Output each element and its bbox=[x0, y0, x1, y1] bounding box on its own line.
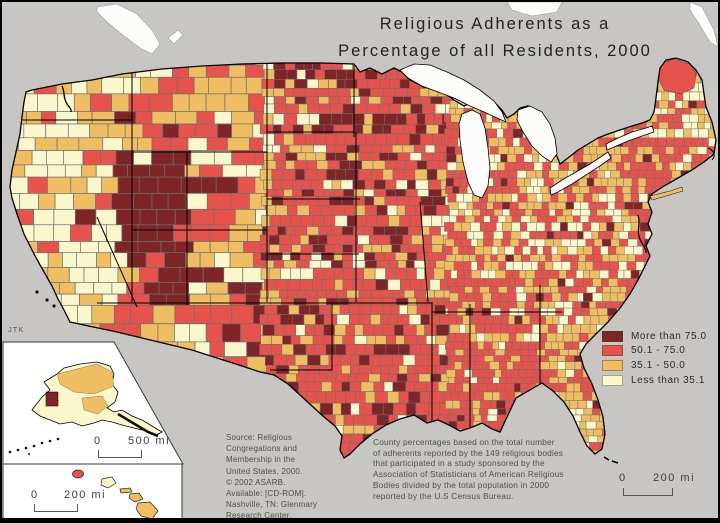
oahu bbox=[100, 476, 117, 489]
note-line: Association of Statisticians of American… bbox=[373, 469, 564, 480]
hawaii-scale-zero: 0 bbox=[31, 489, 39, 501]
maui bbox=[128, 492, 144, 503]
legend-label: 35.1 - 50.0 bbox=[631, 359, 686, 371]
alaska-inset bbox=[2, 341, 184, 465]
state-borders bbox=[10, 63, 562, 427]
note-line: © 2002 ASARB. bbox=[226, 477, 286, 487]
legend-swatch bbox=[602, 345, 623, 357]
main-scale-distance: 200 mi bbox=[653, 472, 696, 484]
note-line: Nashville, TN: Glenmary bbox=[226, 500, 318, 510]
kauai bbox=[72, 469, 84, 479]
legend-label: 50.1 - 75.0 bbox=[631, 345, 686, 357]
main-scale-bar bbox=[623, 488, 673, 496]
note-line: Congregations and bbox=[226, 444, 298, 454]
map-legend: More than 75.0 50.1 - 75.0 35.1 - 50.0 Less… bbox=[602, 329, 707, 387]
alaska-scale-bar bbox=[98, 450, 142, 458]
title-line-2: Percentage of all Residents, 2000 bbox=[338, 42, 652, 60]
puget-sound bbox=[61, 85, 72, 113]
lake-huron bbox=[516, 105, 558, 163]
chesapeake-bay bbox=[637, 214, 647, 254]
note-line: Research Center. bbox=[226, 511, 292, 521]
note-line: Membership in the bbox=[226, 455, 296, 465]
lake-ontario bbox=[605, 125, 655, 151]
note-line: that participated in a study sponsored b… bbox=[373, 458, 545, 469]
maine-north-county bbox=[656, 58, 697, 95]
note-line: of adherents reported by the 149 religio… bbox=[373, 447, 564, 458]
alaska-panhandle bbox=[117, 412, 159, 438]
florida-keys bbox=[603, 456, 619, 464]
legend-item: 35.1 - 50.0 bbox=[602, 358, 707, 373]
alaska-west-county bbox=[45, 391, 59, 407]
legend-swatch bbox=[602, 330, 623, 342]
cape-cod bbox=[707, 147, 715, 161]
alaska-interior-region bbox=[56, 363, 115, 395]
channel-islands bbox=[35, 290, 56, 308]
title-line-1: Religious Adherents as a bbox=[379, 15, 611, 33]
main-scale-zero: 0 bbox=[619, 472, 627, 484]
page-title: Religious Adherents as a Percentage of a… bbox=[260, 11, 718, 65]
lake-michigan bbox=[458, 109, 491, 199]
legend-item: More than 75.0 bbox=[602, 329, 707, 344]
lake-erie bbox=[549, 151, 612, 196]
note-line: reported by the U.S Census Bureau. bbox=[373, 490, 514, 501]
note-line: County percentages based on the total nu… bbox=[373, 437, 555, 447]
alaska-south-region bbox=[81, 395, 109, 415]
alaska-scale-distance: 500 mi bbox=[128, 435, 171, 447]
coastal-details bbox=[61, 85, 715, 464]
molokai bbox=[119, 487, 133, 494]
legend-swatch bbox=[602, 359, 623, 371]
method-note: County percentages based on the total nu… bbox=[373, 437, 564, 501]
hawaii-inset bbox=[2, 463, 183, 518]
legend-label: Less than 35.1 bbox=[631, 374, 706, 386]
note-line: Source: Religious bbox=[226, 433, 293, 442]
long-island bbox=[649, 186, 684, 201]
legend-item: 50.1 - 75.0 bbox=[602, 344, 707, 359]
source-note: Source: Religious Congregations and Member… bbox=[226, 432, 318, 521]
author-initials: JTK bbox=[8, 325, 25, 334]
aleutian-islands bbox=[8, 437, 60, 455]
big-island bbox=[135, 501, 159, 518]
note-line: Bodies divided by the total population i… bbox=[373, 479, 550, 490]
legend-swatch bbox=[602, 374, 623, 386]
great-lakes bbox=[399, 63, 655, 199]
note-line: United States, 2000. bbox=[226, 466, 303, 476]
legend-label: More than 75.0 bbox=[631, 330, 707, 342]
hawaii-scale-distance: 200 mi bbox=[64, 489, 107, 501]
alaska-scale-zero: 0 bbox=[94, 435, 102, 447]
canada-islands bbox=[96, 2, 718, 55]
legend-item: Less than 35.1 bbox=[602, 373, 707, 388]
lake-superior bbox=[399, 63, 507, 123]
note-line: Available: [CD-ROM]. bbox=[226, 489, 307, 499]
hawaii-scale-bar bbox=[34, 504, 78, 512]
